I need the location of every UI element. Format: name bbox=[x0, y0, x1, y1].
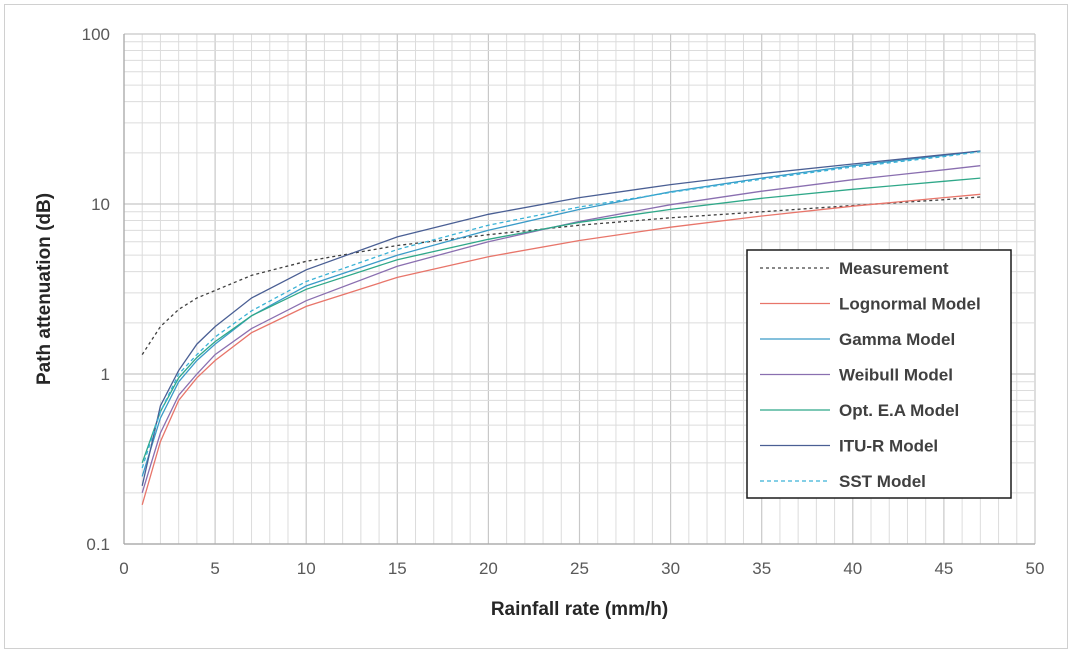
legend-label: Lognormal Model bbox=[839, 295, 981, 314]
y-tick-label: 100 bbox=[82, 25, 110, 44]
x-tick-label: 25 bbox=[570, 559, 589, 578]
x-tick-label: 30 bbox=[661, 559, 680, 578]
y-axis-label: Path attenuation (dB) bbox=[34, 193, 55, 385]
series-line bbox=[141, 150, 981, 477]
x-tick-label: 15 bbox=[388, 559, 407, 578]
legend-label: Weibull Model bbox=[839, 366, 953, 385]
x-tick-label: 50 bbox=[1026, 559, 1045, 578]
y-tick-label: 1 bbox=[101, 365, 110, 384]
series-line bbox=[141, 177, 981, 464]
x-tick-label: 0 bbox=[119, 559, 128, 578]
legend-label: ITU-R Model bbox=[839, 437, 938, 456]
series-lines bbox=[141, 150, 981, 505]
series-line bbox=[141, 150, 981, 486]
legend: Measurement Lognormal Model Gamma Model Wei… bbox=[746, 249, 1012, 499]
x-tick-label: 10 bbox=[297, 559, 316, 578]
x-tick-label: 35 bbox=[752, 559, 771, 578]
x-tick-label: 5 bbox=[210, 559, 219, 578]
legend-label: Opt. E.A Model bbox=[839, 401, 959, 420]
series-line bbox=[141, 165, 981, 493]
x-tick-label: 20 bbox=[479, 559, 498, 578]
x-axis-label: Rainfall rate (mm/h) bbox=[491, 599, 668, 620]
x-tick-label: 40 bbox=[843, 559, 862, 578]
legend-label: SST Model bbox=[839, 472, 926, 491]
y-tick-label: 10 bbox=[91, 195, 110, 214]
legend-label: Measurement bbox=[839, 259, 949, 278]
x-tick-label: 45 bbox=[934, 559, 953, 578]
legend-label: Gamma Model bbox=[839, 330, 955, 349]
series-line bbox=[141, 196, 981, 355]
y-tick-label: 0.1 bbox=[86, 535, 110, 554]
series-line bbox=[141, 193, 981, 505]
y-tick-labels: 0.1 1 10 100 bbox=[82, 25, 110, 554]
x-tick-labels: 0 5 10 15 20 25 30 35 40 45 50 bbox=[119, 559, 1044, 578]
